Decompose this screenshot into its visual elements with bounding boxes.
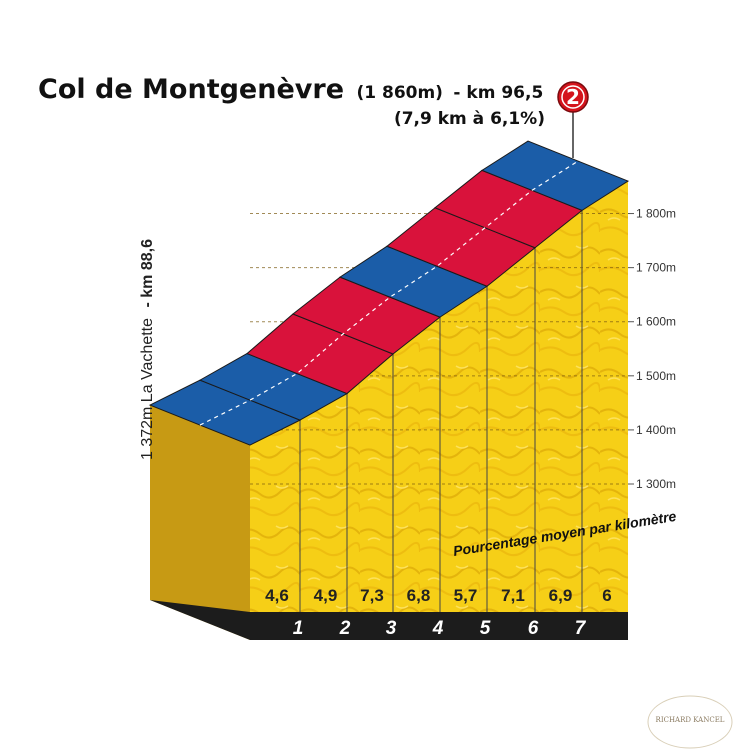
grade-label: 4,6: [265, 586, 289, 605]
climb-title: Col de Montgenèvre (1 860m) - km 96,5: [38, 74, 543, 105]
base-strip: [150, 600, 628, 640]
tick-label: 1 800m: [636, 207, 676, 221]
profile-top-bands: [148, 140, 630, 446]
tick-label: 1 600m: [636, 315, 676, 329]
wall-face: [250, 181, 628, 612]
km-label: 5: [480, 618, 491, 639]
watermark: RICHARD KANCEL: [647, 695, 733, 749]
tick-label: 1 400m: [636, 423, 676, 437]
km-label: 3: [386, 618, 397, 639]
grade-label: 4,9: [314, 586, 338, 605]
road-centre-line: [199, 160, 579, 426]
grade-label: 6,9: [549, 586, 573, 605]
svg-text:RICHARD KANCEL: RICHARD KANCEL: [656, 716, 725, 724]
category-badge-label: 2: [566, 85, 580, 109]
tick-label: 1 500m: [636, 369, 676, 383]
km-label: 4: [432, 618, 444, 639]
climb-stats: (7,9 km à 6,1%): [394, 109, 545, 129]
grade-label: 5,7: [454, 586, 478, 605]
start-label: 1 372m La Vachette - km 88,6: [139, 239, 156, 460]
grade-labels: 4,6 4,9 7,3 6,8 5,7 7,1 6,9 6: [265, 586, 612, 605]
category-badge-ring: [561, 85, 585, 109]
grade-label: 7,1: [501, 586, 525, 605]
tick-label: 1 700m: [636, 261, 676, 275]
profile-base: [150, 600, 628, 640]
grade-label: 7,3: [360, 586, 384, 605]
altitude-ticks: 1 300m 1 400m 1 500m 1 600m 1 700m 1 800m: [628, 207, 676, 491]
tick-label: 1 300m: [636, 477, 676, 491]
km-label: 1: [293, 618, 304, 639]
km-label: 6: [528, 618, 539, 639]
grade-label: 6,8: [407, 586, 431, 605]
km-label: 2: [339, 618, 351, 639]
km-labels: 1 2 3 4 5 6 7: [293, 618, 587, 639]
grade-label: 6: [602, 586, 611, 605]
side-face: [150, 405, 250, 640]
km-label: 7: [575, 618, 587, 639]
start-side-face: [150, 405, 250, 640]
